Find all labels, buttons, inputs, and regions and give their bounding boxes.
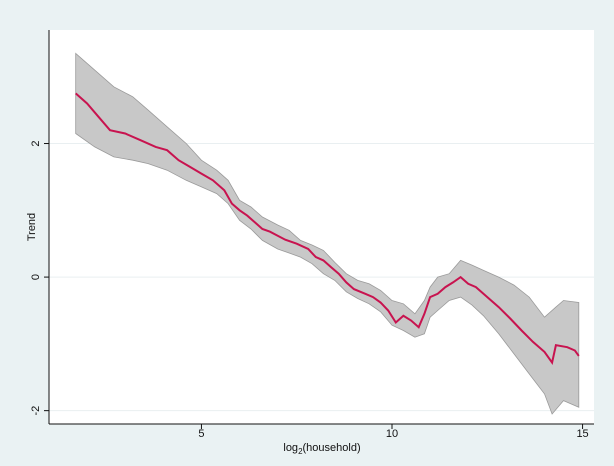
- x-tick-label: 5: [198, 428, 204, 440]
- x-axis-title: log2(household): [283, 442, 360, 456]
- y-axis-title: Trend: [26, 213, 38, 241]
- x-tick-label: 15: [576, 428, 588, 440]
- confidence-band: [75, 52, 580, 415]
- y-tick-label: 0: [30, 274, 42, 280]
- y-tick-label: 2: [30, 140, 42, 146]
- y-axis-ticks: -2 0 2: [30, 140, 49, 416]
- y-tick-label: -2: [30, 406, 42, 416]
- x-tick-label: 10: [386, 428, 398, 440]
- trend-line: [75, 92, 580, 366]
- plot-area: [49, 30, 594, 424]
- x-axis-ticks: 5 10 15: [198, 424, 589, 440]
